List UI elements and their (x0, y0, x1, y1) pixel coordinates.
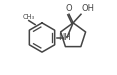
Text: CH₃: CH₃ (23, 14, 35, 20)
Text: OH: OH (81, 4, 94, 13)
Text: O: O (66, 4, 72, 13)
Text: NH: NH (58, 33, 71, 42)
